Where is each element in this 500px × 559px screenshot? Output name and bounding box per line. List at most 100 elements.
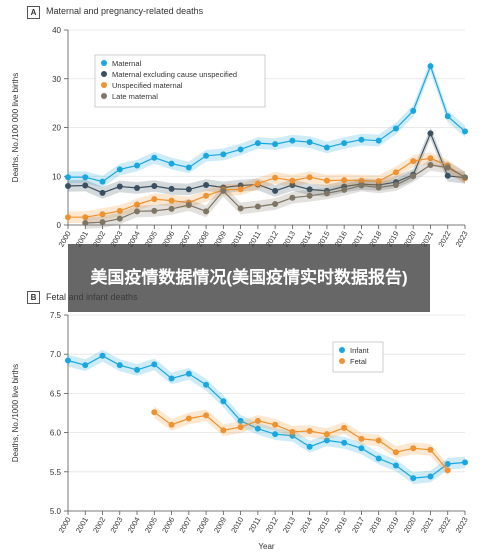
- data-point: [185, 164, 192, 171]
- data-point: [306, 428, 313, 435]
- legend-box: [332, 341, 384, 373]
- x-tick-label: 2003: [108, 516, 124, 535]
- legend-label: Infant: [350, 346, 370, 355]
- y-axis-label: Deaths, No./1000 live births: [11, 364, 20, 462]
- data-point: [306, 443, 313, 450]
- data-point: [134, 184, 141, 191]
- legend-marker: [101, 71, 107, 77]
- x-tick-label: 2000: [57, 516, 73, 535]
- legend-box: [94, 54, 266, 108]
- data-point: [65, 214, 71, 221]
- data-point: [220, 427, 227, 434]
- data-point: [203, 182, 210, 189]
- data-point: [116, 362, 123, 369]
- x-tick-label: 2019: [385, 516, 401, 535]
- series-line: [67, 355, 466, 479]
- x-tick-label: 2010: [229, 516, 245, 535]
- data-point: [65, 357, 71, 364]
- x-tick-label: 2020: [402, 516, 418, 535]
- data-point: [272, 174, 279, 181]
- legend-label: Late maternal: [112, 92, 158, 101]
- data-point: [254, 203, 261, 210]
- x-tick-label: 2005: [143, 516, 159, 535]
- data-point: [375, 455, 382, 462]
- data-point: [82, 174, 89, 181]
- data-point: [289, 194, 296, 201]
- legend-label: Unspecified maternal: [112, 81, 183, 90]
- data-point: [341, 186, 348, 193]
- data-point: [427, 155, 434, 162]
- data-point: [203, 152, 210, 159]
- data-point: [392, 125, 399, 132]
- data-point: [237, 186, 244, 193]
- data-point: [116, 207, 123, 214]
- data-point: [220, 151, 227, 158]
- data-point: [410, 445, 417, 452]
- x-tick-label: 2009: [212, 516, 228, 535]
- x-tick-label: 2008: [195, 516, 211, 535]
- data-point: [168, 160, 175, 167]
- data-point: [427, 446, 434, 453]
- data-point: [168, 197, 175, 204]
- data-point: [82, 220, 89, 227]
- data-point: [358, 445, 365, 452]
- data-point: [254, 140, 261, 147]
- legend-marker: [339, 358, 345, 364]
- y-tick-label: 7.5: [50, 311, 62, 320]
- data-point: [341, 424, 348, 431]
- x-tick-label: 2013: [281, 516, 297, 535]
- data-point: [185, 370, 192, 377]
- data-point: [306, 186, 313, 193]
- data-point: [99, 352, 106, 359]
- data-point: [237, 424, 244, 431]
- data-point: [272, 201, 279, 208]
- x-axis-label: Year: [258, 542, 275, 551]
- x-tick-label: 2007: [177, 516, 193, 535]
- data-point: [116, 183, 123, 190]
- data-point: [306, 139, 313, 146]
- legend-label: Maternal excluding cause unspecified: [112, 70, 237, 79]
- data-point: [203, 381, 210, 388]
- data-point: [375, 184, 382, 191]
- data-point: [99, 189, 106, 196]
- data-point: [168, 375, 175, 382]
- data-point: [272, 141, 279, 148]
- x-tick-label: 2004: [126, 516, 142, 535]
- data-point: [375, 437, 382, 444]
- x-tick-label: 2011: [247, 516, 263, 534]
- data-point: [82, 362, 89, 369]
- data-point: [65, 174, 71, 181]
- y-tick-label: 7.0: [50, 350, 62, 359]
- data-point: [444, 460, 451, 467]
- data-point: [151, 361, 158, 368]
- data-point: [427, 162, 434, 169]
- series-band: [68, 60, 465, 188]
- data-point: [99, 219, 106, 226]
- data-point: [444, 467, 451, 474]
- data-point: [323, 431, 330, 438]
- data-point: [323, 177, 330, 184]
- y-tick-label: 5.0: [50, 507, 62, 516]
- data-point: [272, 421, 279, 428]
- data-point: [272, 187, 279, 194]
- series-band: [68, 152, 465, 224]
- legend-marker: [339, 347, 345, 353]
- data-point: [116, 215, 123, 222]
- data-point: [392, 462, 399, 469]
- data-point: [410, 107, 417, 114]
- data-point: [203, 192, 210, 199]
- data-point: [427, 473, 434, 480]
- legend-label: Maternal: [112, 59, 142, 68]
- data-point: [82, 182, 89, 189]
- data-point: [237, 146, 244, 153]
- data-point: [254, 417, 261, 424]
- data-point: [375, 137, 382, 144]
- data-point: [444, 164, 451, 171]
- x-tick-label: 2006: [160, 516, 176, 535]
- data-point: [462, 128, 468, 135]
- data-point: [237, 417, 244, 424]
- data-point: [375, 178, 382, 185]
- data-point: [392, 449, 399, 456]
